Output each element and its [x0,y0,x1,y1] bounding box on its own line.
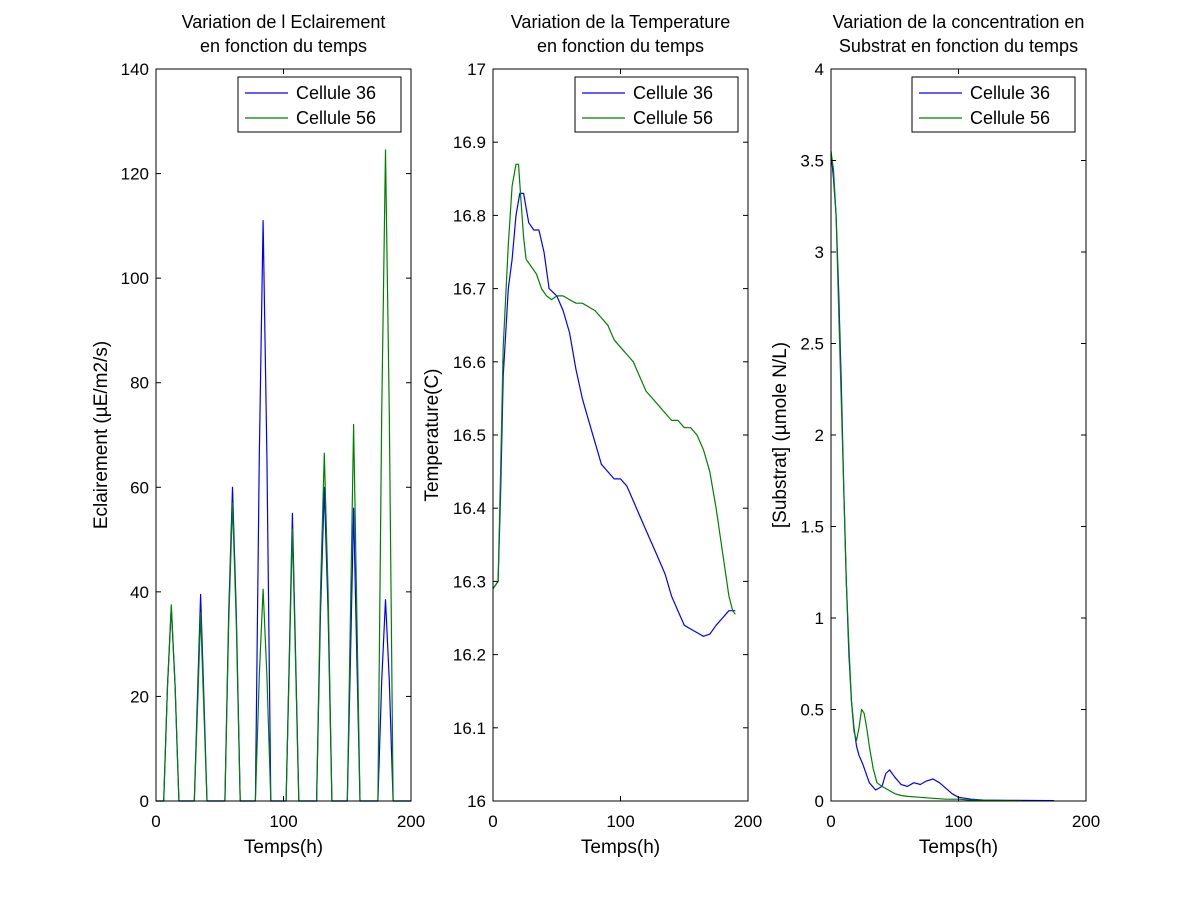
y-tick-label: 1.5 [800,518,824,537]
chart-title-line: Substrat en fonction du temps [839,36,1078,56]
y-tick-label: 140 [121,60,149,79]
legend-box [574,76,739,133]
y-tick-label: 16.9 [453,133,486,152]
y-tick-label: 2 [815,426,824,445]
y-tick-label: 0 [815,792,824,811]
y-axis-label: Eclairement (µE/m2/s) [91,341,112,529]
series-line-cellule-56 [830,151,1023,802]
y-tick-label: 3 [815,243,824,262]
x-tick-label: 100 [606,812,634,831]
series-line-cellule-56 [492,163,736,615]
chart-panel-1: Variation de l Eclairement en fonction du… [91,12,425,858]
legend: Cellule 36 Cellule 56 [237,76,402,133]
y-tick-label: 100 [121,269,149,288]
y-tick-label: 4 [815,60,824,79]
legend-label: Cellule 36 [296,83,376,103]
legend: Cellule 36 Cellule 56 [911,76,1076,133]
y-tick-label: 16.6 [453,353,486,372]
y-axis-label: [Substrat] (µmole N/L) [770,342,791,528]
axes-frame [830,68,1087,802]
legend-label: Cellule 36 [633,83,713,103]
y-tick-label: 16 [467,792,486,811]
y-tick-label: 0.5 [800,701,824,720]
y-tick-label: 3.5 [800,152,824,171]
y-tick-label: 0 [140,792,149,811]
chart-panel-3: Variation de la concentration en Substrat… [770,12,1100,858]
x-axis-label: Temps(h) [581,837,660,858]
chart-title-line: en fonction du temps [537,36,704,56]
legend-label: Cellule 36 [970,83,1050,103]
y-tick-label: 1 [815,609,824,628]
y-axis-label: Temperature(C) [422,368,443,501]
chart-title-line: en fonction du temps [200,36,367,56]
x-tick-label: 200 [397,812,425,831]
series-line-cellule-36 [830,151,1055,802]
axes-frame [155,68,412,802]
x-tick-label: 200 [1072,812,1100,831]
series-line-cellule-36 [492,192,736,637]
x-tick-label: 100 [269,812,297,831]
x-axis-label: Temps(h) [244,837,323,858]
legend-label: Cellule 56 [296,108,376,128]
y-tick-label: 60 [130,478,149,497]
chart-title-line: Variation de la concentration en [833,12,1085,32]
y-tick-label: 2.5 [800,335,824,354]
y-tick-label: 20 [130,687,149,706]
y-tick-label: 17 [467,60,486,79]
chart-panel-2: Variation de la Temperature en fonction d… [422,12,762,858]
legend-label: Cellule 56 [633,108,713,128]
x-axis-label: Temps(h) [919,837,998,858]
legend-box [911,76,1076,133]
y-tick-label: 40 [130,583,149,602]
legend-label: Cellule 56 [970,108,1050,128]
x-tick-label: 0 [151,812,160,831]
x-tick-label: 200 [734,812,762,831]
series-line-cellule-36 [156,220,411,802]
chart-title-line: Variation de l Eclairement [182,12,386,32]
axes-frame [492,68,749,802]
y-tick-label: 16.5 [453,426,486,445]
y-tick-label: 16.8 [453,206,486,225]
legend: Cellule 36 Cellule 56 [574,76,739,133]
y-tick-label: 120 [121,165,149,184]
y-tick-label: 16.3 [453,572,486,591]
series-line-cellule-56 [156,149,411,802]
chart-title-line: Variation de la Temperature [511,12,730,32]
y-tick-label: 16.4 [453,499,486,518]
legend-box [237,76,402,133]
y-tick-label: 16.7 [453,280,486,299]
x-tick-label: 0 [826,812,835,831]
y-tick-label: 80 [130,374,149,393]
y-tick-label: 16.2 [453,646,486,665]
x-tick-label: 100 [944,812,972,831]
y-tick-label: 16.1 [453,719,486,738]
x-tick-label: 0 [488,812,497,831]
